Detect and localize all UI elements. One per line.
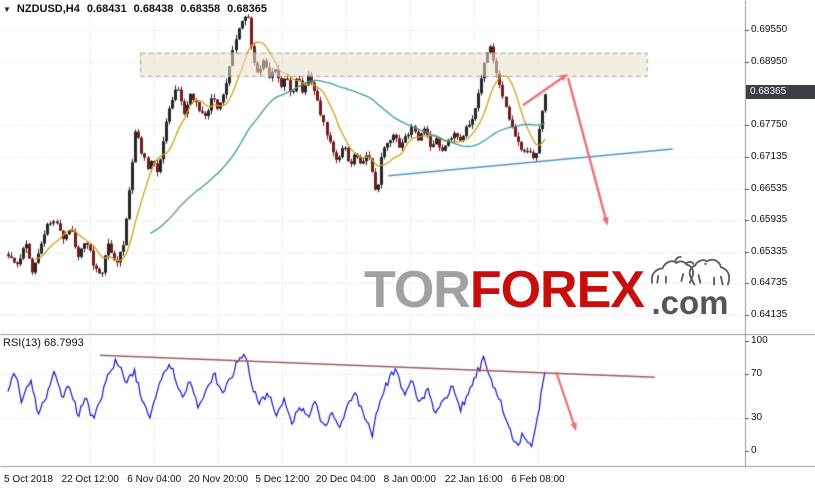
chart-marker-icon: ▼	[3, 4, 11, 14]
time-axis-label: 6 Nov 04:00	[127, 474, 182, 485]
time-axis-label: 20 Nov 20:00	[188, 474, 249, 485]
price-tick-label: 0.67750	[751, 118, 788, 130]
time-axis-label: 5 Oct 2018	[4, 474, 53, 485]
time-axis-label: 6 Feb 08:00	[511, 474, 565, 485]
time-axis-label: 8 Jan 00:00	[383, 474, 436, 485]
price-tick-label: 0.66535	[751, 182, 788, 194]
price-tick-label: 0.64135	[751, 308, 788, 320]
time-axis-label: 22 Oct 12:00	[61, 474, 119, 485]
current-price-badge: 0.68365	[746, 85, 815, 100]
time-axis-label: 5 Dec 12:00	[255, 474, 310, 485]
time-axis-label: 22 Jan 16:00	[444, 474, 503, 485]
price-tick-label: 0.65335	[751, 245, 788, 257]
price-tick-label: 0.64735	[751, 277, 788, 289]
rsi-tick-label: 0	[751, 445, 757, 456]
rsi-indicator-label: RSI(13) 68.7993	[3, 337, 84, 349]
rsi-tick-label: 30	[751, 412, 763, 423]
rsi-tick-label: 100	[751, 335, 768, 346]
time-axis-label: 20 Dec 04:00	[315, 474, 376, 485]
quote-low: 0.68358	[180, 3, 221, 15]
price-tick-label: 0.67135	[751, 151, 788, 163]
quote-close: 0.68365	[227, 3, 267, 15]
price-tick-label: 0.68950	[751, 55, 788, 67]
rsi-tick-label: 70	[751, 368, 763, 379]
symbol-header: ▼ NZDUSD,H4 0.68431 0.68438 0.68358 0.68…	[3, 3, 267, 15]
quote-open: 0.68431	[86, 3, 127, 15]
price-tick-label: 0.69550	[751, 24, 788, 36]
symbol-timeframe-label: NZDUSD,H4	[16, 3, 80, 15]
quote-high: 0.68438	[133, 3, 174, 15]
price-tick-label: 0.65935	[751, 214, 788, 226]
